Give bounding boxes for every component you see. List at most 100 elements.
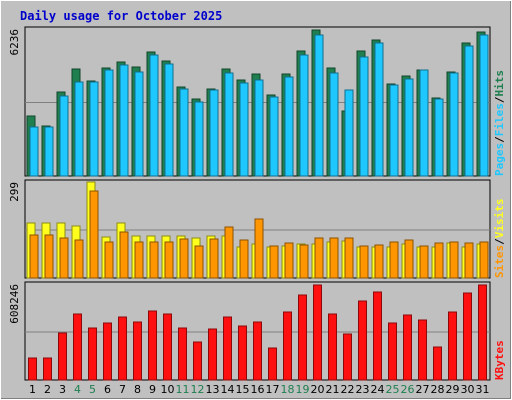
bar-sites-day-25 [389, 241, 399, 279]
bar-files-day-7 [119, 64, 129, 177]
bar-sites-day-5 [89, 190, 99, 279]
bar-sites-day-22 [344, 237, 354, 279]
bar-files-day-18 [284, 76, 294, 177]
bar-kbytes-day-13 [208, 328, 217, 381]
bar-kbytes-day-26 [403, 314, 412, 381]
bar-files-day-5 [89, 81, 99, 177]
legend-label: Sites [493, 245, 506, 278]
bar-files-day-31 [479, 34, 489, 177]
bar-kbytes-day-12 [193, 341, 202, 381]
bar-kbytes-day-29 [448, 311, 457, 381]
bar-files-day-21 [329, 72, 339, 177]
day-label-26: 26 [401, 383, 415, 396]
legend-label: / [493, 96, 506, 103]
day-label-15: 15 [236, 383, 250, 396]
bar-files-day-30 [464, 45, 474, 177]
bar-files-day-29 [449, 72, 459, 177]
day-axis-labels: 1 2 3 4 5 6 7 8 9 10 11 12 13 14 15 16 17 18 19 20 21 22 23 24 2… [29, 383, 490, 396]
day-label-27: 27 [416, 383, 430, 396]
day-label-10: 10 [161, 383, 175, 396]
day-label-2: 2 [44, 383, 51, 396]
bar-files-day-4 [74, 81, 84, 177]
bar-kbytes-day-30 [463, 292, 472, 381]
day-label-28: 28 [431, 383, 445, 396]
bar-sites-day-16 [254, 218, 264, 279]
bar-kbytes-day-5 [88, 327, 97, 381]
day-label-3: 3 [59, 383, 66, 396]
bar-sites-day-12 [194, 245, 204, 279]
bar-files-day-23 [359, 56, 369, 177]
bar-files-day-9 [149, 54, 159, 177]
legend-label: Hits [493, 70, 506, 97]
bar-kbytes-day-25 [388, 322, 397, 381]
bar-sites-day-23 [359, 245, 369, 279]
bar-files-day-25 [389, 84, 399, 177]
bar-files-day-11 [179, 88, 189, 177]
day-label-8: 8 [134, 383, 141, 396]
bar-kbytes-day-10 [163, 313, 172, 381]
bar-sites-day-3 [59, 237, 69, 279]
bar-sites-day-28 [434, 242, 444, 279]
bar-sites-day-29 [449, 241, 459, 279]
bar-files-day-27 [419, 69, 429, 177]
day-label-30: 30 [461, 383, 475, 396]
bar-kbytes-day-21 [328, 313, 337, 381]
legend-label: KBytes [493, 340, 506, 380]
bar-sites-day-6 [104, 241, 114, 279]
bar-files-day-1 [29, 126, 39, 177]
bar-files-day-15 [239, 82, 249, 177]
day-label-16: 16 [251, 383, 265, 396]
legend-label: Visits [493, 199, 506, 239]
bar-files-day-22 [344, 89, 354, 177]
bar-kbytes-day-31 [478, 284, 487, 381]
bar-files-day-24 [374, 42, 384, 177]
day-label-11: 11 [176, 383, 190, 396]
day-label-22: 22 [341, 383, 355, 396]
bar-kbytes-day-1 [28, 357, 37, 381]
day-label-19: 19 [296, 383, 310, 396]
bar-kbytes-day-6 [103, 322, 112, 381]
bar-kbytes-day-17 [268, 347, 277, 381]
legend-label: / [493, 136, 506, 143]
bar-kbytes-day-28 [433, 346, 442, 381]
day-label-1: 1 [29, 383, 36, 396]
bar-kbytes-day-4 [73, 313, 82, 381]
day-label-9: 9 [149, 383, 156, 396]
bar-files-day-12 [194, 101, 204, 177]
day-label-18: 18 [281, 383, 295, 396]
bar-files-day-26 [404, 78, 414, 177]
legend-label: / [493, 238, 506, 245]
day-label-24: 24 [371, 383, 385, 396]
bar-kbytes-day-20 [313, 284, 322, 381]
bar-files-day-10 [164, 63, 174, 177]
bar-files-day-6 [104, 69, 114, 177]
bar-sites-day-10 [164, 241, 174, 279]
y-max-label: 608246 [8, 284, 21, 324]
bar-files-day-8 [134, 71, 144, 177]
day-label-29: 29 [446, 383, 460, 396]
series-legend: Sites/Visits [493, 199, 506, 279]
bar-kbytes-day-15 [238, 325, 247, 381]
bar-files-day-19 [299, 54, 309, 177]
series-legend: KBytes [493, 340, 506, 380]
day-label-21: 21 [326, 383, 340, 396]
day-label-13: 13 [206, 383, 220, 396]
day-label-23: 23 [356, 383, 370, 396]
bar-sites-day-15 [239, 239, 249, 279]
y-max-label: 6236 [8, 29, 21, 56]
bar-kbytes-day-3 [58, 332, 67, 381]
day-label-12: 12 [191, 383, 205, 396]
bar-sites-day-8 [134, 241, 144, 279]
bar-kbytes-day-24 [373, 291, 382, 381]
bar-sites-day-30 [464, 242, 474, 279]
bar-kbytes-day-2 [43, 357, 52, 381]
panel-kbytes: 608246 KBytes [8, 281, 506, 381]
bar-files-day-16 [254, 79, 264, 177]
bar-files-day-13 [209, 89, 219, 177]
bar-sites-day-9 [149, 241, 159, 279]
bar-kbytes-day-16 [253, 321, 262, 381]
bar-sites-day-18 [284, 242, 294, 279]
day-label-20: 20 [311, 383, 325, 396]
